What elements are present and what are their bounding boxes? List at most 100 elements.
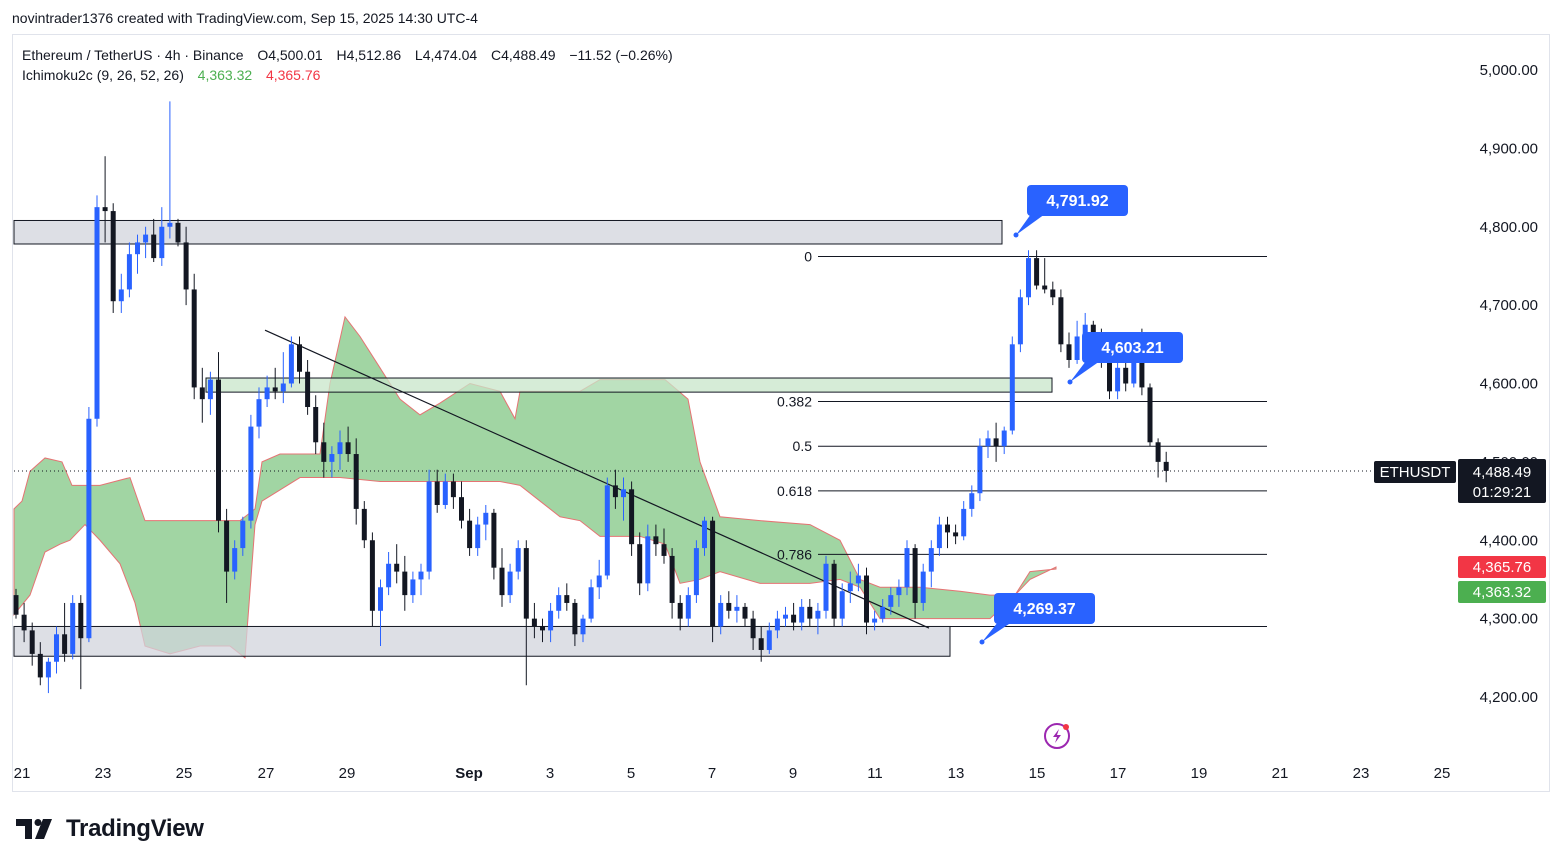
candle [936,516,942,556]
candle-body [629,489,635,545]
candle-body [386,563,392,588]
candle [175,218,181,247]
candle-body [977,446,983,494]
candle [548,602,554,643]
price-callout: 4,791.92 [1013,185,1128,238]
candle-body [904,548,910,588]
lightning-icon[interactable] [1044,723,1070,749]
candle [361,501,367,549]
candle [410,571,416,603]
candle-body [1066,344,1072,360]
candle-body [864,575,869,623]
candle [248,414,254,529]
candle [621,477,626,521]
candle-body [693,548,699,596]
price-axis[interactable]: 4,200.004,300.004,400.004,500.004,600.00… [1480,62,1538,706]
candle-body [556,595,562,611]
candle-body [823,563,829,611]
zones [13,219,1053,657]
candle-body [1131,352,1137,384]
candle-body [936,524,942,549]
candle [54,626,59,674]
candle [199,367,205,423]
candle-body [1107,356,1112,392]
candle-body [143,234,149,243]
candle [288,336,294,388]
legend-indicator-row: Ichimoku2c (9, 26, 52, 26) 4,363.32 4,36… [22,65,673,85]
tradingview-logo[interactable]: TradingView [16,815,204,843]
candle [693,540,699,603]
callout-label: 4,791.92 [1046,193,1108,210]
candle [442,473,448,509]
candle [353,438,359,525]
candle-body [1147,387,1153,443]
candle-body [175,222,181,243]
candle [653,524,659,556]
candle [418,563,424,596]
candle-body [1050,289,1056,298]
candle [86,407,92,643]
candle [702,516,707,556]
candle [272,367,278,400]
candle-body [1017,297,1023,345]
candle [572,599,578,647]
candle-body [548,610,554,631]
candle-body [515,548,521,572]
chart-legend: Ethereum / TetherUS · 4h · Binance O4,50… [22,45,673,85]
candle-body [459,497,464,521]
candle [1034,250,1040,290]
x-tick-label: 13 [948,765,965,782]
time-axis[interactable]: 21 23 25 27 29 Sep 3 5 7 9 11 13 15 17 19 21 23 25 [14,765,1451,782]
candle [523,540,529,686]
attribution-text: novintrader1376 created with TradingView… [12,10,478,26]
candle [823,555,829,619]
legend-high-label: H [336,47,347,63]
candle-body [248,426,254,521]
candle-body [799,606,805,623]
candle-body [232,548,238,572]
candle-body [151,234,157,259]
candle-body [378,587,383,611]
y-tick-label: 4,600.00 [1480,376,1538,393]
candle-body [305,371,311,408]
candle [896,579,902,607]
candle [232,540,238,580]
candle [13,588,19,619]
candle [637,532,643,596]
candle-body [45,661,51,678]
x-tick-label: 29 [339,765,356,782]
candle [337,430,343,470]
candle [159,207,165,266]
candle [240,516,246,556]
candle-body [945,524,950,533]
callout-label: 4,269.37 [1013,601,1075,618]
candle-body [54,634,59,662]
symbol-badge-text: ETHUSDT [1380,464,1451,481]
candle-body [216,379,221,521]
candle [264,375,270,408]
candle [345,426,351,462]
y-tick-label: 4,400.00 [1480,532,1538,549]
candle [191,273,197,400]
ichimoku-a-badge: 4,363.32 [1458,581,1546,603]
chart-frame [12,34,1550,792]
callout-anchor [1067,379,1073,385]
candle [677,595,683,631]
candle [1066,332,1072,368]
candle-body [272,387,278,392]
candle-body [86,418,92,639]
candle [985,430,991,458]
candle [685,587,691,627]
candle-body [29,630,35,654]
candle [216,352,221,533]
candle [143,226,149,259]
candle-body [1123,367,1129,384]
candle [1001,426,1007,455]
candle-body [450,481,456,498]
candle [977,438,983,502]
candle [556,587,562,619]
candle [920,563,926,611]
candle [580,614,586,643]
candle-body [467,520,473,549]
